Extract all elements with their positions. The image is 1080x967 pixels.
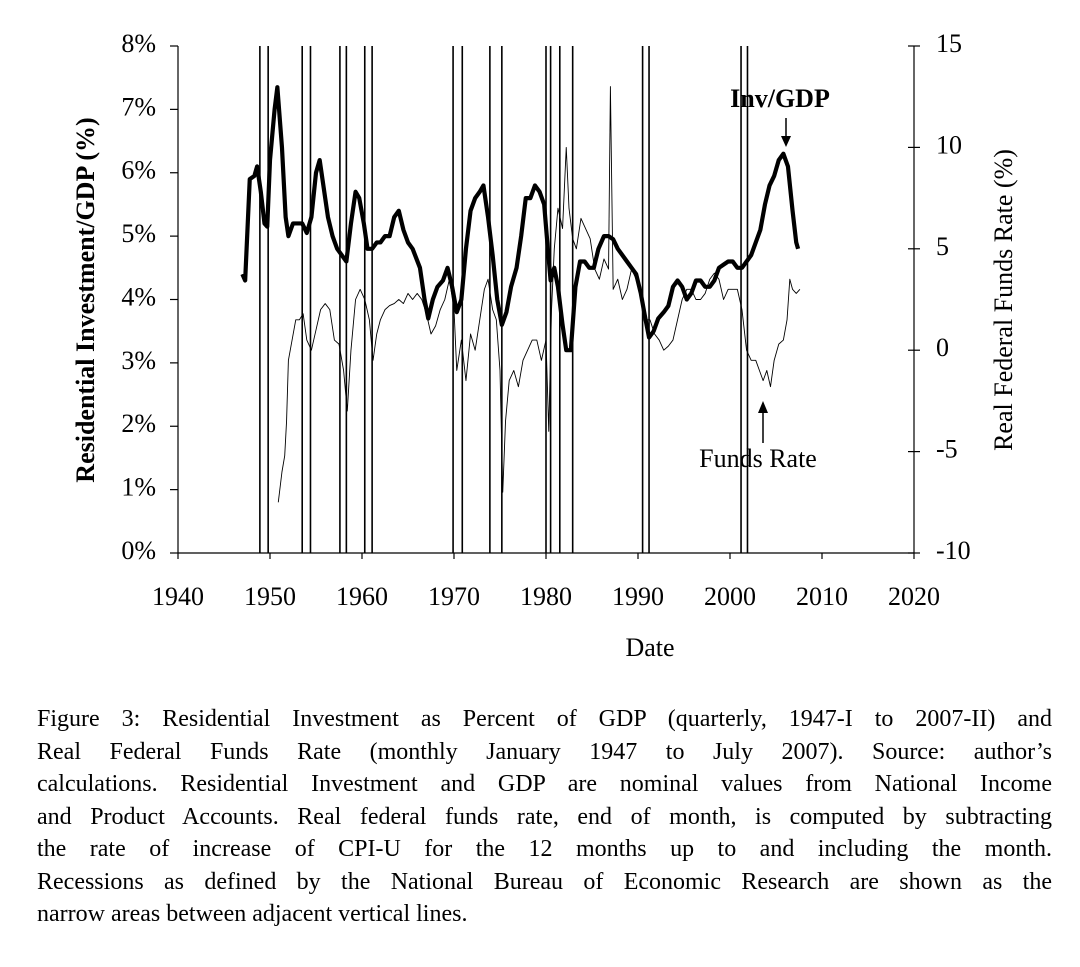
x-tick-label: 2020 [888, 582, 940, 611]
x-tick-label: 1970 [428, 582, 480, 611]
y-axis-label: Residential Investment/GDP (%) [71, 117, 100, 482]
series-annotation: Inv/GDP [730, 84, 830, 113]
y-tick-label: 8% [121, 29, 156, 58]
y-tick-label: 4% [121, 282, 156, 311]
annotation-arrowhead [758, 401, 768, 413]
x-tick-label: 1940 [152, 582, 204, 611]
y2-axis-label: Real Federal Funds Rate (%) [989, 149, 1018, 451]
caption: Figure 3: Residential Investment as Perc… [37, 703, 1052, 931]
x-tick-label: 1950 [244, 582, 296, 611]
y-tick-label: 2% [121, 409, 156, 438]
caption-line: calculations. Residential Investment and… [37, 771, 1052, 797]
x-tick-label: 1990 [612, 582, 664, 611]
x-tick-label: 2000 [704, 582, 756, 611]
y-tick-label: 3% [121, 346, 156, 375]
y2-tick-label: -10 [936, 536, 971, 565]
y-tick-label: 0% [121, 536, 156, 565]
x-axis-label: Date [625, 633, 674, 662]
y-tick-label: 6% [121, 156, 156, 185]
series-annotation: Funds Rate [699, 444, 817, 473]
caption-line: Recessions as defined by the National Bu… [37, 868, 1052, 895]
y2-tick-label: 15 [936, 29, 962, 58]
caption-line: Real Federal Funds Rate (monthly January… [37, 738, 1052, 765]
x-tick-label: 1960 [336, 582, 388, 611]
caption-line: narrow areas between adjacent vertical l… [37, 901, 468, 927]
x-tick-label: 2010 [796, 582, 848, 611]
y2-tick-label: 0 [936, 333, 949, 362]
y2-tick-label: 10 [936, 130, 962, 159]
y-tick-label: 5% [121, 219, 156, 248]
chart: Date Residential Investment/GDP (%) Real… [71, 29, 1018, 662]
caption-line: Figure 3: Residential Investment as Perc… [37, 706, 1052, 732]
series-line [240, 85, 801, 353]
annotation-arrowhead [781, 136, 791, 147]
x-tick-label: 1980 [520, 582, 572, 611]
caption-line: the rate of increase of CPI-U for the 12… [37, 836, 1052, 862]
y-tick-label: 1% [121, 473, 156, 502]
series-line [277, 86, 801, 503]
caption-line: and Product Accounts. Real federal funds… [37, 803, 1052, 830]
y-tick-label: 7% [121, 92, 156, 121]
y2-tick-label: 5 [936, 232, 949, 261]
y2-tick-label: -5 [936, 435, 958, 464]
